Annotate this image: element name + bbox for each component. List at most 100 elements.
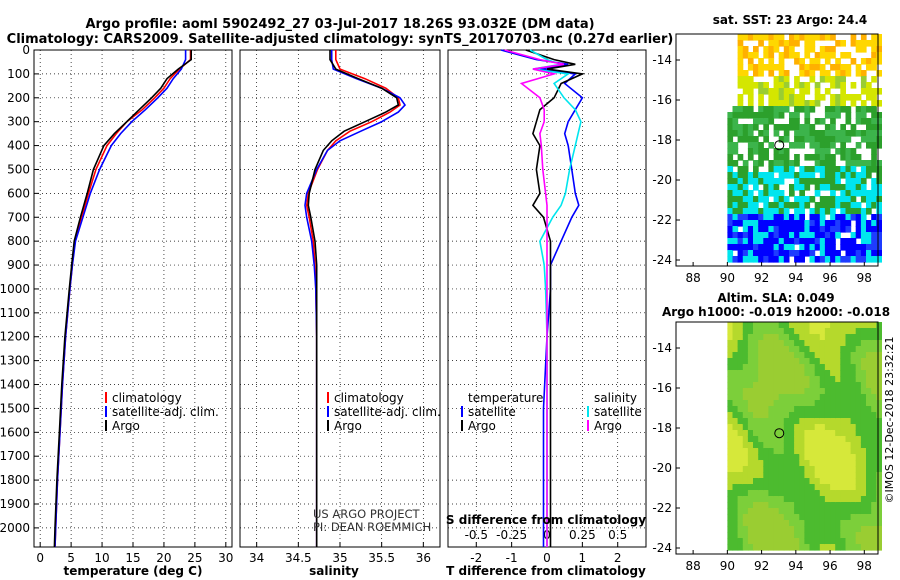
map-cell bbox=[768, 418, 775, 425]
sst-lat-axis: -14-16-18-20-22-24 bbox=[652, 53, 680, 267]
map-cell bbox=[758, 250, 764, 257]
map-cell bbox=[747, 256, 754, 263]
map-cell bbox=[737, 52, 744, 59]
map-cell bbox=[799, 256, 805, 263]
map-cell bbox=[737, 208, 744, 215]
map-cell bbox=[819, 208, 826, 215]
map-cell bbox=[778, 166, 785, 173]
map-cell bbox=[860, 46, 867, 53]
map-cell bbox=[871, 250, 877, 257]
lon-tick-label: 98 bbox=[857, 271, 872, 285]
map-cell bbox=[845, 526, 852, 533]
map-cell bbox=[824, 52, 831, 59]
map-cell bbox=[768, 112, 775, 119]
map-cell bbox=[742, 448, 749, 455]
map-cell bbox=[742, 376, 749, 383]
map-cell bbox=[768, 208, 775, 215]
map-cell bbox=[763, 400, 769, 407]
map-cell bbox=[840, 370, 846, 377]
map-cell bbox=[753, 538, 759, 545]
map-cell bbox=[783, 52, 790, 59]
map-cell bbox=[871, 112, 877, 119]
lon-tick-label: 88 bbox=[685, 271, 700, 285]
map-cell bbox=[835, 418, 841, 425]
map-cell bbox=[830, 238, 836, 245]
map-cell bbox=[835, 100, 841, 107]
map-cell bbox=[824, 388, 831, 395]
map-cell bbox=[804, 394, 811, 401]
map-cell bbox=[840, 340, 846, 347]
map-cell bbox=[794, 130, 800, 137]
map-cell bbox=[753, 166, 759, 173]
map-cell bbox=[758, 448, 764, 455]
map-cell bbox=[732, 532, 739, 539]
map-cell bbox=[747, 178, 754, 185]
map-cell bbox=[753, 526, 759, 533]
map-cell bbox=[783, 448, 790, 455]
map-cell bbox=[753, 412, 759, 419]
map-cell bbox=[783, 238, 790, 245]
map-cell bbox=[845, 136, 852, 143]
map-cell bbox=[819, 382, 826, 389]
map-cell bbox=[866, 340, 872, 347]
map-cell bbox=[850, 406, 857, 413]
map-cell bbox=[876, 184, 882, 191]
map-cell bbox=[747, 112, 754, 119]
sla-map-frame bbox=[675, 321, 879, 555]
map-cell bbox=[855, 388, 862, 395]
map-cell bbox=[763, 178, 769, 185]
map-cell bbox=[814, 364, 821, 371]
map-cell bbox=[814, 460, 821, 467]
map-cell bbox=[860, 130, 867, 137]
map-cell bbox=[773, 430, 780, 437]
map-cell bbox=[763, 538, 769, 545]
map-cell bbox=[855, 370, 862, 377]
map-cell bbox=[840, 154, 846, 161]
map-cell bbox=[871, 178, 877, 185]
map-cell bbox=[783, 154, 790, 161]
map-cell bbox=[835, 166, 841, 173]
map-cell bbox=[768, 424, 775, 431]
map-cell bbox=[809, 526, 816, 533]
map-cell bbox=[830, 436, 836, 443]
map-cell bbox=[789, 40, 795, 47]
map-cell bbox=[794, 406, 800, 413]
lon-tick-label: 98 bbox=[857, 559, 872, 573]
map-cell bbox=[876, 214, 882, 221]
map-cell bbox=[763, 322, 769, 329]
map-cell bbox=[830, 214, 836, 221]
map-cell bbox=[830, 220, 836, 227]
map-cell bbox=[850, 382, 857, 389]
map-cell bbox=[830, 160, 836, 167]
map-cell bbox=[809, 484, 816, 491]
map-cell bbox=[768, 460, 775, 467]
map-cell bbox=[742, 76, 749, 83]
map-cell bbox=[835, 526, 841, 533]
map-cell bbox=[789, 532, 795, 539]
map-cell bbox=[768, 382, 775, 389]
map-cell bbox=[835, 478, 841, 485]
map-cell bbox=[789, 220, 795, 227]
map-cell bbox=[804, 460, 811, 467]
map-cell bbox=[794, 76, 800, 83]
map-cell bbox=[794, 418, 800, 425]
map-cell bbox=[824, 226, 831, 233]
map-cell bbox=[747, 220, 754, 227]
lat-tick-label: -22 bbox=[652, 213, 672, 227]
map-cell bbox=[763, 226, 769, 233]
map-cell bbox=[773, 370, 780, 377]
map-cell bbox=[876, 460, 882, 467]
map-cell bbox=[804, 370, 811, 377]
map-cell bbox=[778, 436, 785, 443]
map-cell bbox=[850, 454, 857, 461]
map-cell bbox=[742, 394, 749, 401]
map-cell bbox=[840, 190, 846, 197]
map-cell bbox=[819, 520, 826, 527]
map-cell bbox=[737, 256, 744, 263]
map-cell bbox=[871, 436, 877, 443]
map-cell bbox=[866, 412, 872, 419]
map-cell bbox=[860, 190, 867, 197]
map-cell bbox=[804, 454, 811, 461]
map-cell bbox=[840, 106, 846, 113]
map-cell bbox=[845, 190, 852, 197]
